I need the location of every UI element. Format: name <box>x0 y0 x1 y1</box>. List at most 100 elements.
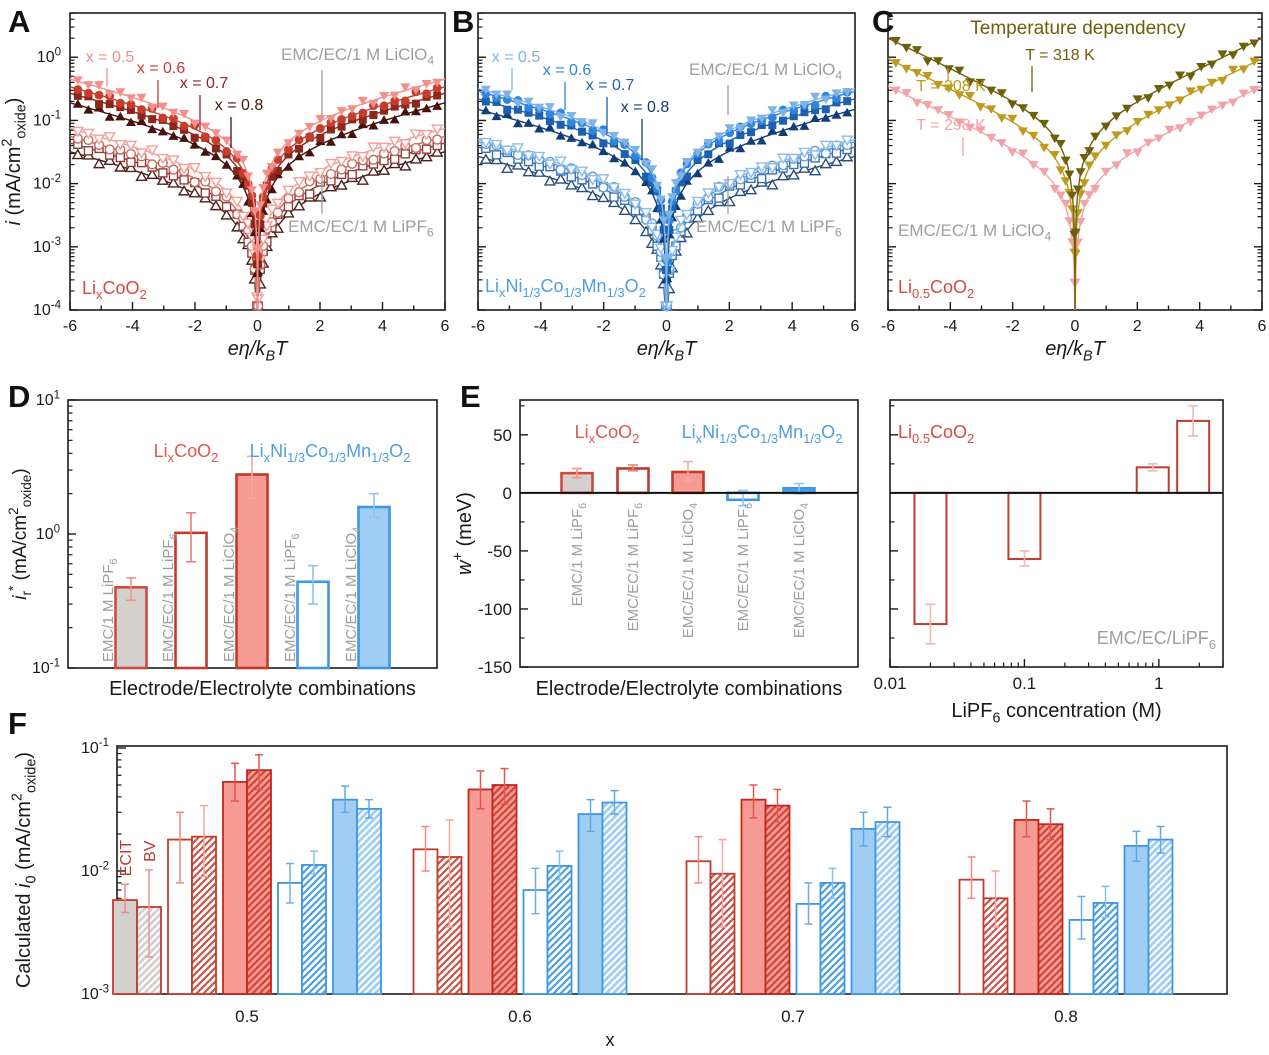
bar-label: EMC/1 M LiPF6 <box>569 503 589 607</box>
y-tick-label: 10-1 <box>32 657 60 677</box>
bar-label: EMC/EC/1 M LiClO4 <box>343 527 363 662</box>
x-tick-label: 6 <box>851 318 860 335</box>
bar-F-g3-s7 <box>1092 885 1119 995</box>
panel-C: -6 -4 -2 0 2 4 6 eη/kBT Temperature dependency T … <box>881 12 1267 364</box>
x-tick-label: 2 <box>316 318 325 335</box>
y-tick-label: 10-1 <box>81 737 109 757</box>
annotation: EMC/EC/1 M LiClO4 <box>281 45 434 68</box>
annotation: LixCoO2 <box>82 278 147 302</box>
panel-letter-D: D <box>8 379 31 414</box>
x-tick-label: 6 <box>441 318 450 335</box>
y-tick-label: -100 <box>478 600 512 619</box>
x-tick-label: -6 <box>471 318 485 335</box>
annotation: x = 0.8 <box>621 99 670 116</box>
bar-label: EMC/EC/1 M LiPF6 <box>160 533 180 662</box>
bar-D-2 <box>235 473 269 670</box>
y-tick-label: 10-1 <box>33 110 61 130</box>
series-label: LixNi1/3Co1/3Mn1/3O2 <box>250 441 411 465</box>
panel-letter-E: E <box>460 379 481 414</box>
bar-F-g3-s9 <box>1147 825 1174 995</box>
series-A-4 <box>69 124 446 310</box>
bar-label: EMC/EC/1 M LiClO4 <box>791 503 811 638</box>
series-C-2 <box>887 85 1263 310</box>
bar-label: EMC/EC/1 M LiPF6 <box>625 503 645 632</box>
bar-F-g3-s5 <box>1037 808 1064 995</box>
annotation: EMC/EC/1 M LiPF6 <box>696 217 842 240</box>
y-axis-title: w+ (meV) <box>451 492 476 575</box>
x-axis-title: LiPF6 concentration (M) <box>951 700 1161 726</box>
series-A-0 <box>69 76 446 310</box>
panel-E1: 50 0 -50 -100 -150 w+ (meV) Electrode/Electrol… <box>451 399 859 700</box>
x-axis-title: eη/kBT <box>637 338 698 364</box>
y-tick-label: -50 <box>487 542 512 561</box>
y-tick-label: 100 <box>37 47 61 67</box>
x-tick-label: 0 <box>662 318 671 335</box>
x-axis-title: x <box>606 1030 615 1050</box>
y-tick-label: 10-2 <box>33 173 61 193</box>
x-tick-label: 2 <box>725 318 734 335</box>
x-tick-label: -2 <box>597 318 611 335</box>
x-axis-title: eη/kBT <box>228 338 289 364</box>
bar-F-g1-s8 <box>577 798 604 995</box>
series-label: LixCoO2 <box>575 422 640 446</box>
x-axis-title: eη/kBT <box>1045 338 1106 364</box>
bar-label: EMC/1 M LiPF6 <box>100 558 120 662</box>
bar-label: EMC/EC/1 M LiClO4 <box>680 503 700 638</box>
bar-F-g1-s6 <box>522 867 549 995</box>
category-label: 0.7 <box>781 1007 805 1026</box>
bar-F-g1-s3 <box>436 819 463 995</box>
method-label-ECIT: ECIT <box>118 840 135 877</box>
bar-F-g3-s4 <box>1013 800 1040 995</box>
bar-label: EMC/EC/1 M LiClO4 <box>221 527 241 662</box>
y-tick-label: 0 <box>503 484 512 503</box>
panel-B: -6 -4 -2 0 2 4 6 eη/kBT x = 0.5x = 0.6x = 0.7 x =… <box>471 12 860 364</box>
annotation: T = 318 K <box>1025 47 1095 64</box>
bar-E2-1 <box>1007 491 1042 561</box>
annotation: T = 298 K <box>916 117 986 134</box>
bar-D-4 <box>357 505 391 670</box>
y-tick-label: 101 <box>36 389 60 409</box>
bar-F-g3-s3 <box>982 870 1009 995</box>
y-axis-title: Calculated i0 (mA/cm2oxide) <box>10 752 40 988</box>
x-tick-label: 1 <box>1154 674 1163 693</box>
annotation: x = 0.7 <box>180 75 229 92</box>
annotation: EMC/EC/1 M LiClO4 <box>689 60 842 83</box>
annotation: Li0.5CoO2 <box>898 422 974 446</box>
panel-letter-F: F <box>8 706 27 741</box>
x-tick-label: 4 <box>378 318 387 335</box>
panel-D: 101 100 10-1 ir* (mA/cm2oxide) Electrode/Ele… <box>6 389 438 700</box>
bar-F-g1-s7 <box>546 850 573 995</box>
method-label-BV: BV <box>142 840 159 862</box>
bar-F-g0-s8 <box>332 785 358 995</box>
bar-F-g1-s2 <box>412 825 439 995</box>
bar-F-g0-s5 <box>246 754 272 995</box>
annotation: LixNi1/3Co1/3Mn1/3O2 <box>485 276 646 300</box>
bar-F-g0-s3 <box>191 804 217 995</box>
x-tick-label: 4 <box>788 318 797 335</box>
series-label: LixNi1/3Co1/3Mn1/3O2 <box>682 422 843 446</box>
category-label: 0.5 <box>235 1007 259 1026</box>
bar-F-g0-s1 <box>136 869 162 995</box>
series-label: LixCoO2 <box>154 441 219 465</box>
bar-F-g3-s2 <box>958 856 985 995</box>
annotation: x = 0.6 <box>543 62 592 79</box>
bar-F-g0-s9 <box>356 798 382 995</box>
bar-F-g0-s0 <box>112 883 138 995</box>
annotation: x = 0.8 <box>215 97 264 114</box>
y-tick-label: 50 <box>493 426 512 445</box>
series-B-0 <box>477 85 856 310</box>
bar-F-g0-s4 <box>222 762 248 995</box>
annotation: EMC/EC/1 M LiPF6 <box>288 217 434 240</box>
annotation: Li0.5CoO2 <box>898 277 974 301</box>
x-tick-label: 0 <box>253 318 262 335</box>
bar-E2-0 <box>913 491 948 626</box>
y-axis-title: i (mA/cm2oxide) <box>0 98 29 226</box>
x-axis-title: Electrode/Electrolyte combinations <box>109 678 416 700</box>
x-tick-label: -4 <box>943 318 957 335</box>
x-tick-label: 6 <box>1258 318 1267 335</box>
y-tick-label: 100 <box>36 523 60 543</box>
y-tick-label: 10-2 <box>81 860 109 880</box>
y-tick-label: 10-3 <box>81 983 109 1003</box>
bar-F-g0-s2 <box>167 811 193 995</box>
